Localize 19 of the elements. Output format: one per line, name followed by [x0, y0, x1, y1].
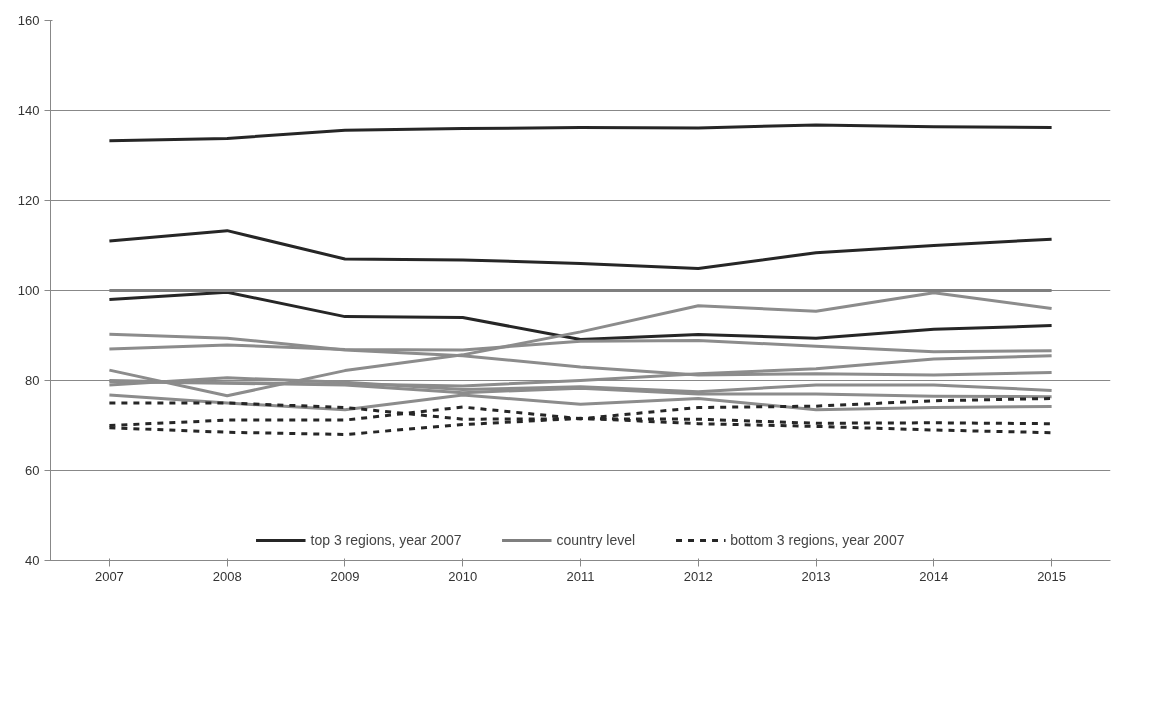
y-tick-label: 40: [25, 553, 40, 568]
legend-label: country level: [556, 532, 636, 548]
x-tick-label: 2011: [566, 568, 595, 584]
x-tick-label: 2009: [330, 568, 360, 584]
y-tick-label: 80: [25, 373, 40, 388]
y-tick-label: 160: [17, 13, 40, 28]
x-tick-label: 2008: [212, 568, 242, 584]
y-tick-label: 120: [17, 193, 40, 208]
x-tick-label: 2014: [919, 568, 949, 584]
y-tick-label: 100: [17, 283, 40, 298]
x-tick-label: 2010: [448, 568, 478, 584]
y-tick-label: 60: [25, 463, 40, 478]
x-tick-label: 2013: [801, 568, 831, 584]
y-tick-label: 140: [17, 103, 40, 118]
x-tick-label: 2007: [94, 568, 124, 584]
legend-label: top 3 regions, year 2007: [310, 532, 462, 548]
x-tick-label: 2015: [1037, 568, 1067, 584]
x-tick-label: 2012: [683, 568, 713, 584]
legend-label: bottom 3 regions, year 2007: [730, 532, 905, 548]
